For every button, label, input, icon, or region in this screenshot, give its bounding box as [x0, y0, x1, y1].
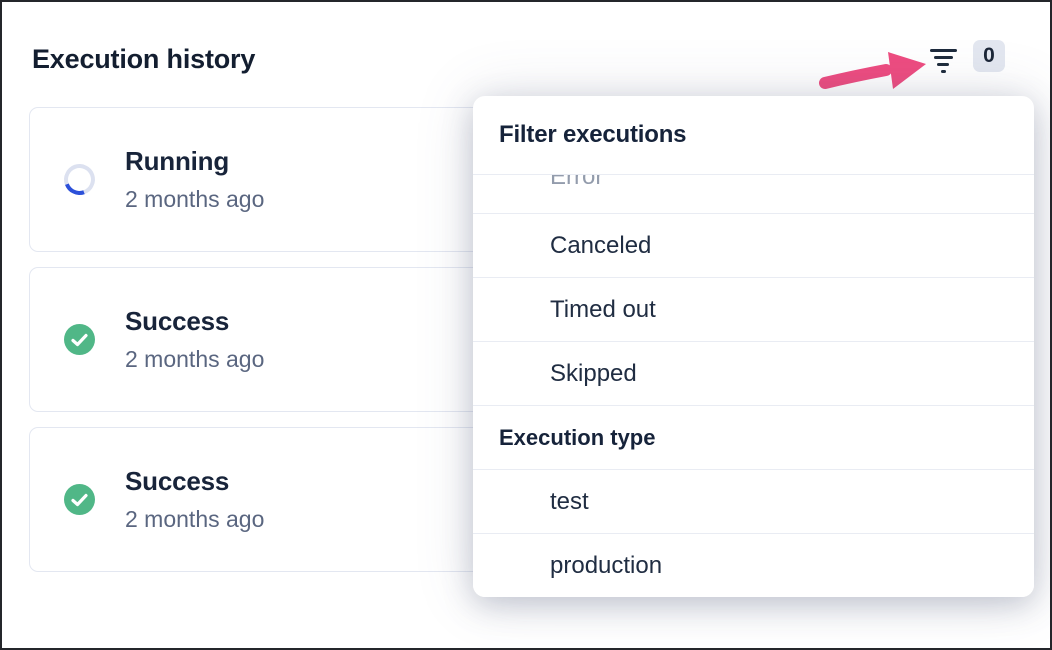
filter-dropdown: Filter executions Error Canceled Timed o…	[473, 96, 1034, 597]
execution-time: 2 months ago	[125, 186, 265, 212]
menu-item-skipped[interactable]: Skipped	[473, 341, 1034, 405]
execution-time: 2 months ago	[125, 506, 265, 532]
page-title: Execution history	[32, 44, 256, 74]
menu-item-canceled[interactable]: Canceled	[473, 213, 1034, 277]
menu-item-timed-out[interactable]: Timed out	[473, 277, 1034, 341]
check-circle-icon	[64, 324, 95, 355]
menu-item-error-clipped[interactable]: Error	[473, 175, 1034, 213]
filter-funnel-icon	[929, 49, 957, 52]
filter-count-badge: 0	[973, 40, 1005, 72]
filter-button[interactable]	[925, 45, 961, 77]
check-circle-icon	[64, 484, 95, 515]
execution-status: Success	[125, 306, 230, 336]
execution-type-section-header: Execution type	[473, 405, 1034, 469]
spinner-icon	[58, 158, 101, 201]
menu-item-production[interactable]: production	[473, 533, 1034, 597]
annotation-arrow	[819, 52, 926, 89]
execution-status: Running	[125, 146, 230, 176]
filter-dropdown-title: Filter executions	[473, 96, 1034, 175]
execution-status: Success	[125, 466, 230, 496]
menu-item-test[interactable]: test	[473, 469, 1034, 533]
execution-time: 2 months ago	[125, 346, 265, 372]
